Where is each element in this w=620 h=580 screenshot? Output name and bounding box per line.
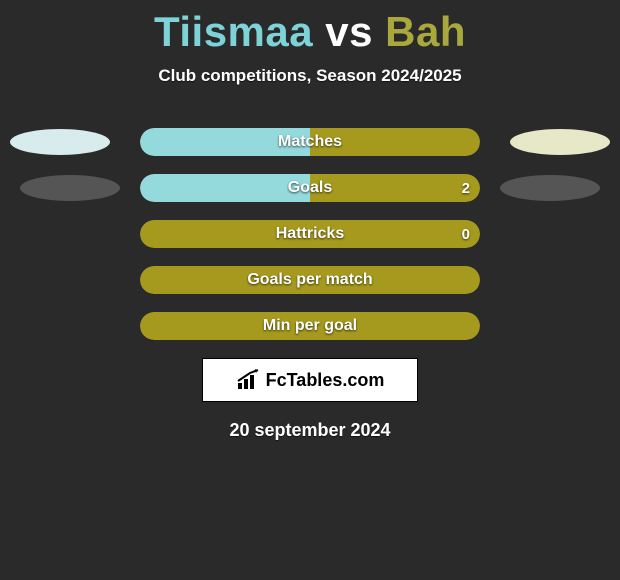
stat-row: Min per goal	[0, 312, 620, 340]
stat-row: Goals per match	[0, 266, 620, 294]
date-text: 20 september 2024	[0, 420, 620, 441]
chart-icon	[236, 369, 262, 391]
logo-text: FcTables.com	[266, 370, 385, 391]
right-ellipse	[500, 175, 600, 201]
left-ellipse	[10, 129, 110, 155]
bar-value-right: 0	[462, 220, 470, 248]
title-player2: Bah	[385, 8, 466, 55]
stat-row: Matches	[0, 128, 620, 156]
bar-right	[310, 174, 480, 202]
stat-rows: Matches Goals2 Hattricks0 Goals per match Mi…	[0, 128, 620, 340]
stat-bar: Min per goal	[140, 312, 480, 340]
bar-value-right: 2	[462, 174, 470, 202]
title-player1: Tiismaa	[154, 8, 313, 55]
stat-bar: Goals2	[140, 174, 480, 202]
logo-box: FcTables.com	[202, 358, 418, 402]
stat-row: Goals2	[0, 174, 620, 202]
subtitle: Club competitions, Season 2024/2025	[0, 66, 620, 86]
stat-bar: Goals per match	[140, 266, 480, 294]
left-ellipse	[20, 175, 120, 201]
bar-full	[140, 312, 480, 340]
bar-full	[140, 266, 480, 294]
right-ellipse	[510, 129, 610, 155]
bar-left	[140, 128, 310, 156]
bar-left	[140, 174, 310, 202]
bar-full	[140, 220, 480, 248]
page-title: Tiismaa vs Bah	[0, 0, 620, 56]
stat-row: Hattricks0	[0, 220, 620, 248]
title-vs: vs	[325, 8, 373, 55]
bar-right	[310, 128, 480, 156]
stat-bar: Matches	[140, 128, 480, 156]
stat-bar: Hattricks0	[140, 220, 480, 248]
